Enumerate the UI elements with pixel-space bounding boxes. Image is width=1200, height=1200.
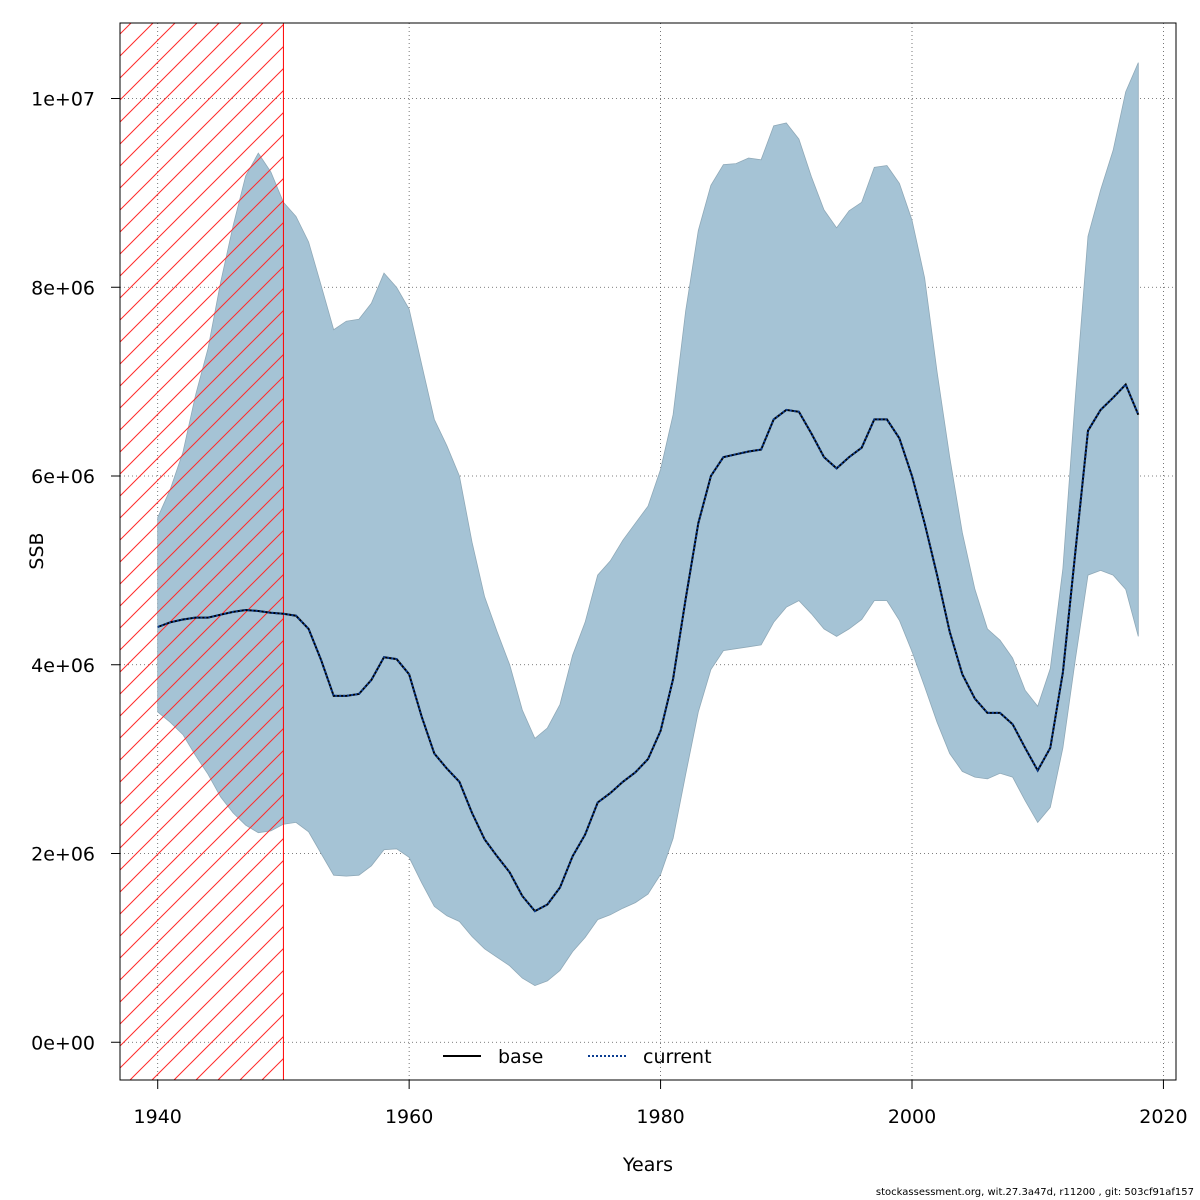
- footer-credit: stockassessment.org, wit.27.3a47d, r1120…: [875, 1187, 1194, 1198]
- x-tick-label-1940: 1940: [134, 1106, 182, 1128]
- x-tick-label-1980: 1980: [636, 1106, 684, 1128]
- y-tick-label-5: 1e+07: [31, 89, 95, 111]
- confidence-band: [157, 62, 1139, 987]
- legend: base current: [443, 1046, 712, 1068]
- series-lines-layer: [157, 382, 1140, 913]
- x-tick-label-2000: 2000: [888, 1106, 936, 1128]
- hatched-region: [120, 23, 284, 1080]
- series-line-current: [157, 382, 1140, 913]
- y-tick-label-4: 8e+06: [31, 277, 95, 299]
- grid-lines: [120, 23, 1176, 1080]
- y-tick-label-0: 0e+00: [31, 1032, 95, 1054]
- x-tick-label-1960: 1960: [385, 1106, 433, 1128]
- confidence-band-layer: [157, 62, 1139, 987]
- legend-label-current: current: [643, 1046, 712, 1068]
- y-tick-label-1: 2e+06: [31, 844, 95, 866]
- x-tick-label-2020: 2020: [1139, 1106, 1187, 1128]
- y-axis: 0e+00 2e+06 4e+06 6e+06 8e+06 1e+07: [31, 89, 121, 1054]
- hatched-region-layer: [120, 23, 284, 1080]
- y-axis-title: SSB: [26, 532, 48, 569]
- y-tick-label-3: 6e+06: [31, 466, 95, 488]
- y-tick-label-2: 4e+06: [31, 655, 95, 677]
- legend-label-base: base: [498, 1046, 543, 1068]
- x-axis-title: Years: [622, 1154, 673, 1176]
- x-axis: 1940 1960 1980 2000 2020: [134, 1079, 1188, 1128]
